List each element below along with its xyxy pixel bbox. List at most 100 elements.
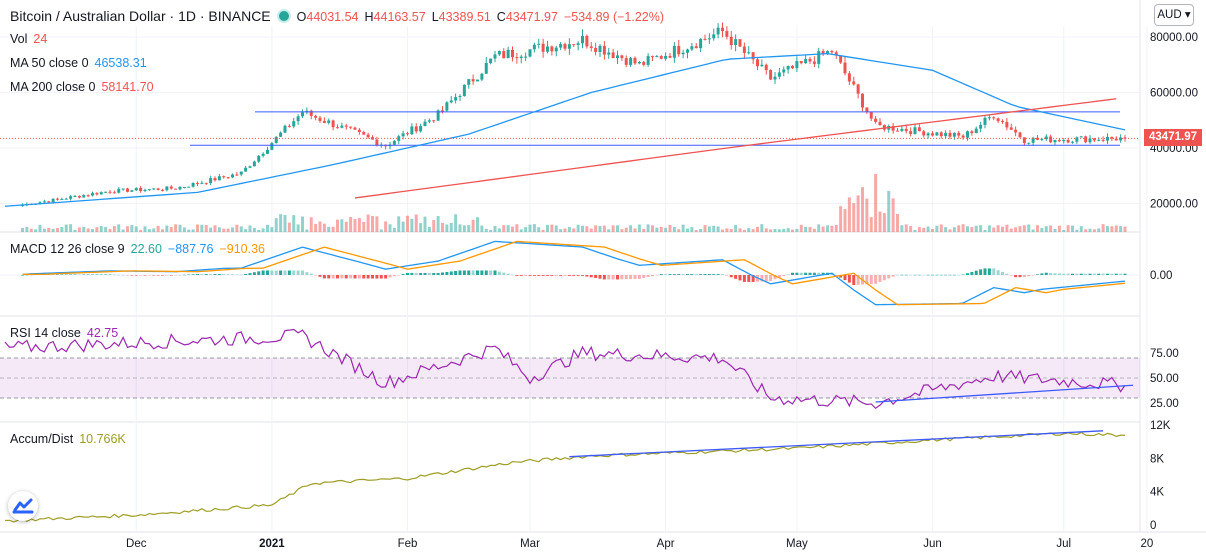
candle-body <box>204 182 208 184</box>
candle-body <box>196 182 199 184</box>
volume-bar <box>830 225 834 232</box>
volume-bar <box>966 226 969 232</box>
macd-histogram-bar <box>712 274 716 275</box>
volume-bar <box>454 214 458 232</box>
candle-body <box>922 131 926 136</box>
candle-body <box>764 64 768 71</box>
macd-histogram-bar <box>73 274 77 276</box>
volume-bar <box>681 224 685 232</box>
macd-histogram-bar <box>677 274 681 275</box>
candle-body <box>511 49 514 58</box>
volume-bar <box>1014 227 1018 232</box>
macd-histogram-bar <box>1062 273 1066 275</box>
candle-body <box>699 38 703 49</box>
candle-body <box>86 195 90 197</box>
volume-bar <box>344 221 348 232</box>
candle-body <box>1040 139 1044 141</box>
ad-legend[interactable]: Accum/Dist 10.766K <box>10 432 126 446</box>
volume-bar <box>1044 226 1048 232</box>
candle-body <box>449 100 453 103</box>
volume-bar <box>384 221 388 232</box>
candle-body <box>909 131 913 134</box>
macd-histogram-group <box>21 268 1127 286</box>
candle-body <box>489 58 493 63</box>
volume-bar <box>1005 224 1009 232</box>
macd-histogram-bar <box>178 274 182 276</box>
macd-histogram-bar <box>1092 273 1096 275</box>
macd-histogram-bar <box>82 274 86 276</box>
macd-histogram-bar <box>305 272 309 275</box>
candle-body <box>51 198 55 203</box>
volume-bar <box>734 224 738 232</box>
ma200-legend[interactable]: MA 200 close 0 58141.70 <box>10 80 154 94</box>
macd-histogram-bar <box>874 275 878 284</box>
volume-bar <box>296 224 300 232</box>
currency-select[interactable]: AUD ▾ <box>1154 4 1194 26</box>
macd-histogram-bar <box>21 275 24 276</box>
candle-body <box>60 198 64 200</box>
macd-histogram-bar <box>782 275 786 276</box>
candle-body <box>231 174 234 178</box>
volume-bar <box>56 228 59 232</box>
volume-bar <box>147 229 151 232</box>
ma50-legend[interactable]: MA 50 close 0 46538.31 <box>10 56 147 70</box>
volume-bar <box>646 224 650 232</box>
volume-bar <box>1097 228 1101 232</box>
macd-histogram-bar <box>248 273 252 275</box>
volume-bar <box>506 225 510 232</box>
candle-body <box>143 189 147 192</box>
volume-bar <box>874 174 878 232</box>
macd-histogram-bar <box>235 274 239 276</box>
macd-histogram-bar <box>99 274 103 276</box>
volume-bar <box>73 229 77 232</box>
volume-bar <box>462 225 466 232</box>
macd-histogram-bar <box>261 270 265 275</box>
macd-histogram-bar <box>182 274 186 276</box>
macd-histogram-bar <box>637 275 641 279</box>
macd-histogram-bar <box>318 275 322 277</box>
macd-histogram-bar <box>524 275 528 276</box>
candle-body <box>287 125 291 127</box>
candle-body <box>213 178 217 181</box>
volume-bar <box>1062 229 1066 232</box>
candle-body <box>82 195 86 198</box>
volume-bar <box>703 225 707 232</box>
tradingview-logo-icon[interactable] <box>8 491 38 521</box>
candle-body <box>1119 137 1123 141</box>
macd-histogram-bar <box>1066 273 1070 275</box>
volume-bar <box>392 227 396 232</box>
volume-bar <box>1001 226 1004 232</box>
macd-legend[interactable]: MACD 12 26 close 9 22.60 −887.76 −910.36 <box>10 242 266 256</box>
volume-bar <box>773 229 777 232</box>
macd-histogram-bar <box>1110 273 1114 275</box>
volume-bar <box>91 229 94 232</box>
macd-histogram-bar <box>91 274 94 276</box>
macd-histogram-bar <box>60 274 64 276</box>
candle-body <box>655 56 659 58</box>
candle-body <box>878 121 882 126</box>
volume-bar <box>532 224 536 232</box>
candle-body <box>716 27 720 35</box>
macd-histogram-bar <box>734 275 738 279</box>
macd-histogram-bar <box>204 274 208 275</box>
macd-histogram-bar <box>77 274 81 276</box>
volume-bar <box>922 227 926 232</box>
volume-bar <box>274 218 278 232</box>
volume-bar <box>471 219 475 232</box>
candle-body <box>480 73 484 80</box>
macd-histogram-bar <box>296 270 300 275</box>
volume-bar <box>637 224 641 232</box>
market-status-icon[interactable] <box>276 9 291 23</box>
volume-bar <box>554 225 558 232</box>
candle-body <box>182 186 186 188</box>
volume-bar <box>1110 226 1114 232</box>
vol-legend[interactable]: Vol 24 <box>10 32 48 46</box>
candle-body <box>939 132 943 137</box>
candle-body <box>108 191 112 193</box>
volume-bar <box>217 227 221 232</box>
volume-bar <box>42 228 46 232</box>
rsi-legend[interactable]: RSI 14 close 42.75 <box>10 326 119 340</box>
symbol-title[interactable]: Bitcoin / Australian Dollar · 1D · BINAN… <box>10 8 271 24</box>
volume-bar <box>1057 225 1061 232</box>
